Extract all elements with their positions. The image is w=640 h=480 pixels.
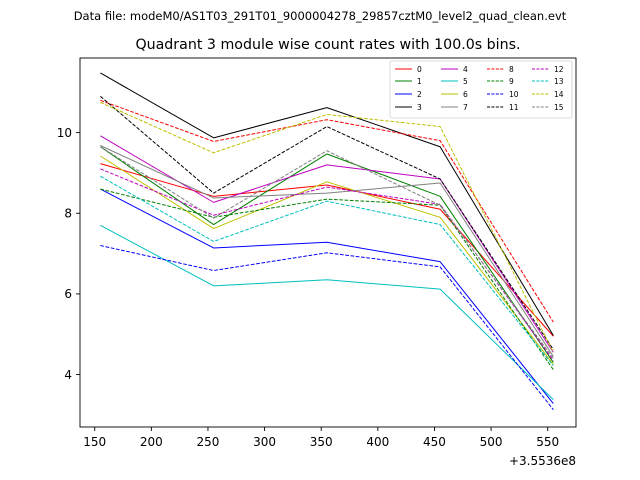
y-tick-label: 4 [64, 368, 72, 382]
series-line-9 [100, 188, 554, 371]
legend-label-14: 14 [554, 90, 564, 99]
series-line-11 [100, 95, 554, 350]
legend-label-8: 8 [509, 65, 514, 74]
x-tick-label: 550 [536, 435, 559, 449]
legend-label-3: 3 [417, 103, 422, 112]
series-line-10 [100, 245, 554, 410]
x-tick-label: 450 [423, 435, 446, 449]
series-line-1 [100, 146, 554, 363]
chart-title: Quadrant 3 module wise count rates with … [135, 37, 520, 53]
legend-label-0: 0 [417, 65, 422, 74]
legend-label-9: 9 [509, 77, 514, 86]
legend-label-7: 7 [463, 103, 468, 112]
series-line-13 [100, 175, 554, 367]
legend-label-4: 4 [463, 65, 468, 74]
x-tick-label: 350 [310, 435, 333, 449]
legend-label-6: 6 [463, 90, 468, 99]
x-tick-label: 150 [83, 435, 106, 449]
legend-frame [389, 60, 573, 119]
y-tick-label: 8 [64, 207, 72, 221]
legend-label-13: 13 [554, 77, 564, 86]
series-line-5 [100, 224, 554, 400]
x-axis-offset-label: +3.5536e8 [509, 454, 576, 468]
x-tick-label: 300 [253, 435, 276, 449]
series-line-14 [100, 101, 554, 353]
axes-frame [79, 57, 577, 428]
legend-label-10: 10 [509, 90, 519, 99]
series-layer [100, 72, 554, 410]
legend-label-2: 2 [417, 90, 422, 99]
x-tick-label: 400 [366, 435, 389, 449]
legend-label-5: 5 [463, 77, 468, 86]
y-axis-ticks: 4 6 8 10 [57, 126, 80, 382]
series-line-7 [100, 145, 554, 357]
series-line-12 [100, 168, 554, 361]
legend-label-1: 1 [417, 77, 422, 86]
x-tick-label: 500 [480, 435, 503, 449]
x-tick-label: 200 [140, 435, 163, 449]
legend-label-12: 12 [554, 65, 564, 74]
series-line-3 [100, 72, 554, 336]
data-file-title: Data file: modeM0/AS1T03_291T01_90000042… [74, 9, 567, 23]
series-line-15 [100, 146, 554, 359]
legend-label-15: 15 [554, 103, 564, 112]
y-tick-label: 6 [64, 287, 72, 301]
y-tick-label: 10 [57, 126, 72, 140]
x-tick-label: 250 [197, 435, 220, 449]
series-line-2 [100, 188, 554, 404]
legend-label-11: 11 [509, 103, 519, 112]
series-line-6 [100, 155, 554, 365]
x-axis-ticks: 150 200 250 300 350 400 450 500 550 [83, 427, 559, 449]
